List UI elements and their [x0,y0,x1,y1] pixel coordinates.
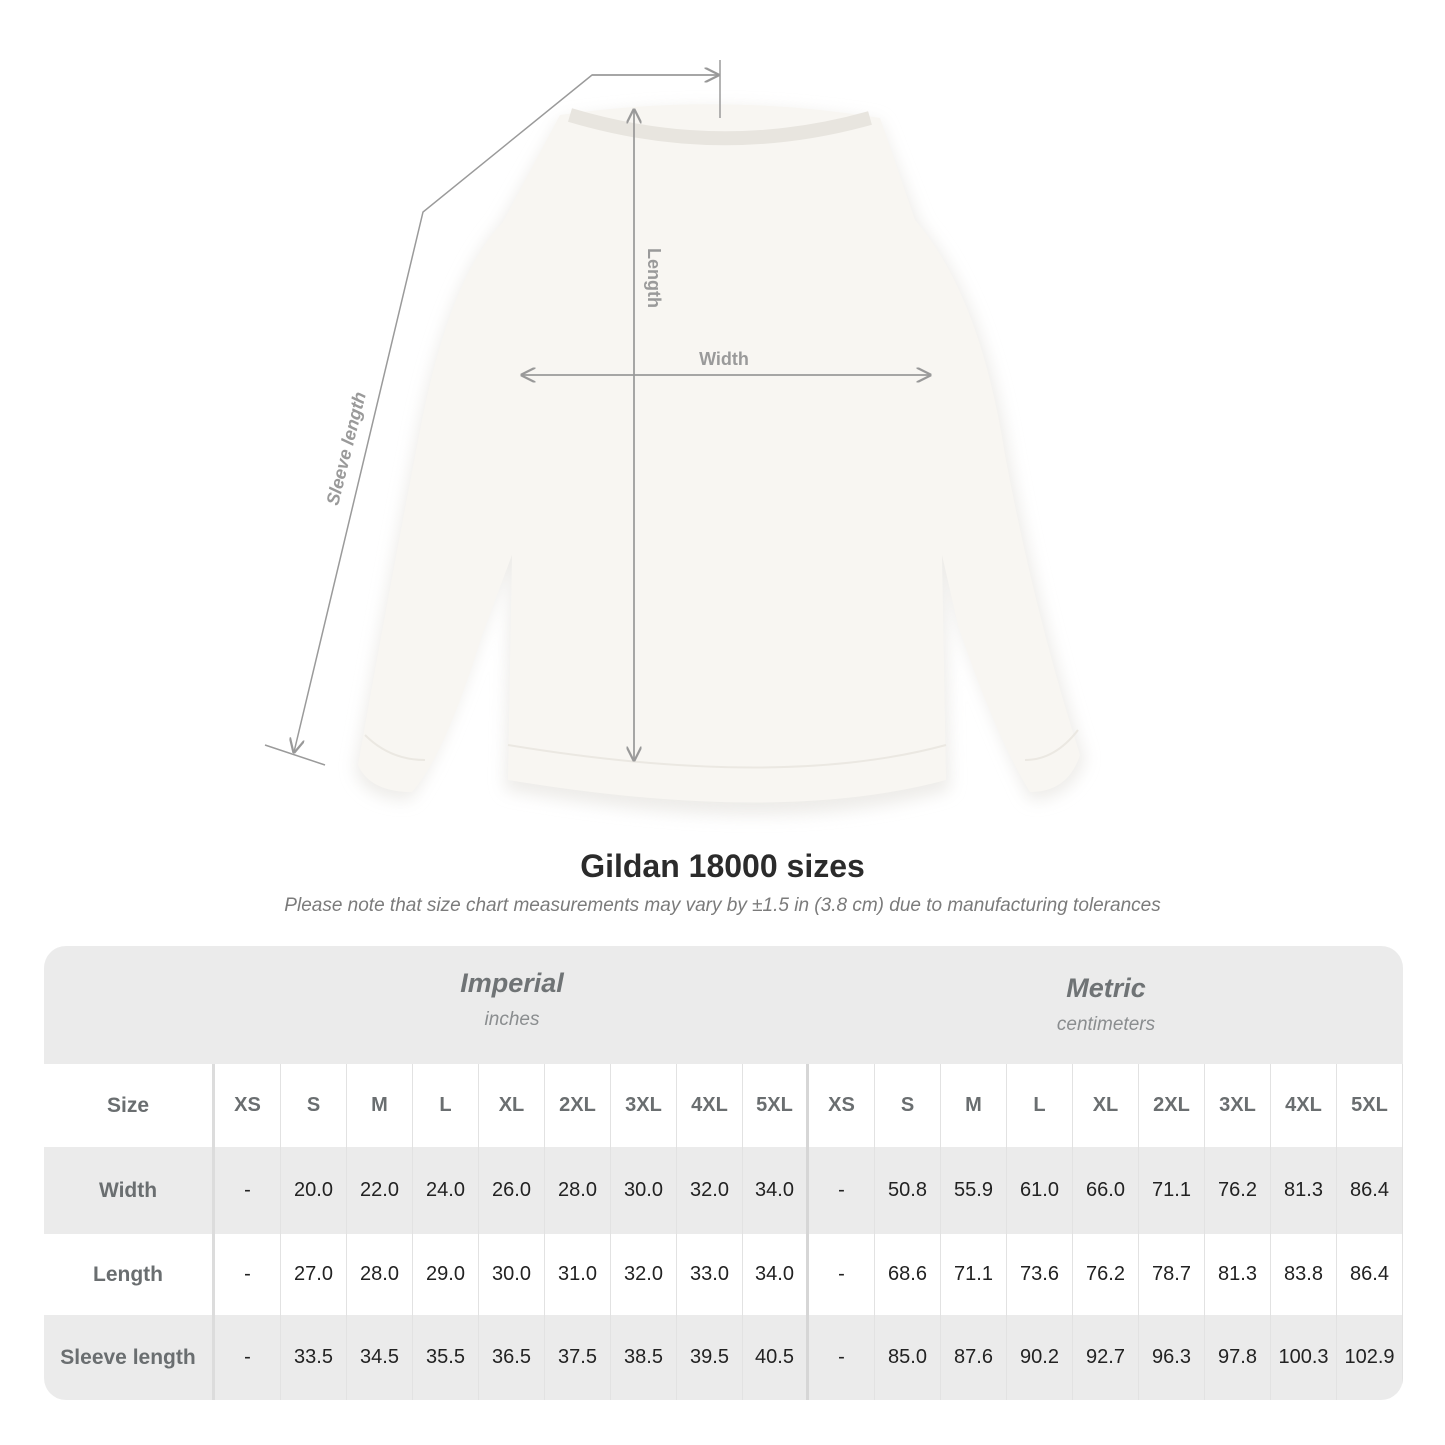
table-cell: 22.0 [347,1147,413,1234]
size-header-cell: S [875,1064,941,1147]
size-header-cell: 3XL [611,1064,677,1147]
size-header-cell: XS [809,1064,875,1147]
size-table: Imperial inches Metric centimeters Size X… [44,946,1403,1400]
table-row: Width -20.0 22.0 24.0 26.0 28.0 30.0 32.0 34.0-5… [44,1147,1403,1234]
table-cell: 86.4 [1337,1234,1403,1315]
metric-unit: centimeters [1056,1014,1156,1035]
table-row: Length -27.0 28.0 29.0 30.0 31.0 32.0 33.0 34.0-… [44,1234,1403,1315]
table-cell: 71.1 [941,1234,1007,1315]
table-cell: 29.0 [413,1234,479,1315]
imperial-unit: inches [484,1009,540,1030]
table-cell: 37.5 [545,1315,611,1400]
table-cell: 55.9 [941,1147,1007,1234]
table-cell: 26.0 [479,1147,545,1234]
size-header-cell: 4XL [1271,1064,1337,1147]
row-label: Width [44,1147,215,1234]
size-header-cell: 3XL [1205,1064,1271,1147]
table-cell: 90.2 [1007,1315,1073,1400]
table-cell: - [809,1315,875,1400]
table-cell: 40.5 [743,1315,809,1400]
table-cell: 92.7 [1073,1315,1139,1400]
table-cell: - [215,1147,281,1234]
tolerance-note: Please note that size chart measurements… [284,895,1161,916]
size-header-cell: M [941,1064,1007,1147]
table-cell: 81.3 [1205,1234,1271,1315]
size-header-cell: 2XL [1139,1064,1205,1147]
size-header-cell: 4XL [677,1064,743,1147]
sweatshirt-illustration: Width Length Sleeve length [264,60,1085,815]
table-cell: - [215,1234,281,1315]
table-cell: 27.0 [281,1234,347,1315]
row-label: Size [44,1064,215,1147]
size-header-cell: XS [215,1064,281,1147]
table-cell: 34.0 [743,1147,809,1234]
table-cell: 50.8 [875,1147,941,1234]
size-header-cell: 5XL [1337,1064,1403,1147]
table-cell: 39.5 [677,1315,743,1400]
table-cell: 20.0 [281,1147,347,1234]
table-cell: 34.5 [347,1315,413,1400]
table-cell: 28.0 [347,1234,413,1315]
sweatshirt [355,104,1085,815]
chart-title: Gildan 18000 sizes [580,848,865,884]
table-cell: 83.8 [1271,1234,1337,1315]
size-header-cell: 5XL [743,1064,809,1147]
row-label: Length [44,1234,215,1315]
table-cell: 38.5 [611,1315,677,1400]
size-header-cell: XL [479,1064,545,1147]
metric-title: Metric [1066,973,1146,1003]
table-cell: 102.9 [1337,1315,1403,1400]
table-cell: 30.0 [611,1147,677,1234]
size-header-row: Size XS S M L XL 2XL 3XL 4XL 5XL XS S M L XL 2XL 3XL 4XL 5… [44,1064,1403,1147]
table-cell: 71.1 [1139,1147,1205,1234]
table-cell: 35.5 [413,1315,479,1400]
table-cell: 33.0 [677,1234,743,1315]
table-cell: 97.8 [1205,1315,1271,1400]
metric-header: Metric centimeters [809,973,1403,1036]
table-cell: 76.2 [1205,1147,1271,1234]
table-cell: - [215,1315,281,1400]
table-cell: 30.0 [479,1234,545,1315]
table-cell: 36.5 [479,1315,545,1400]
imperial-title: Imperial [460,968,564,998]
size-header-cell: 2XL [545,1064,611,1147]
size-header-cell: L [1007,1064,1073,1147]
table-cell: 24.0 [413,1147,479,1234]
table-cell: 61.0 [1007,1147,1073,1234]
table-cell: 68.6 [875,1234,941,1315]
unit-header: Imperial inches Metric centimeters [44,946,1403,1064]
table-cell: - [809,1147,875,1234]
table-cell: 32.0 [611,1234,677,1315]
table-cell: 78.7 [1139,1234,1205,1315]
size-header-cell: M [347,1064,413,1147]
table-cell: - [809,1234,875,1315]
table-cell: 66.0 [1073,1147,1139,1234]
table-cell: 87.6 [941,1315,1007,1400]
size-header-cell: L [413,1064,479,1147]
table-row: Sleeve length -33.5 34.5 35.5 36.5 37.5 38.5 39… [44,1315,1403,1400]
table-cell: 100.3 [1271,1315,1337,1400]
table-cell: 86.4 [1337,1147,1403,1234]
width-label: Width [699,349,749,369]
table-cell: 76.2 [1073,1234,1139,1315]
length-label: Length [644,248,664,308]
table-cell: 34.0 [743,1234,809,1315]
size-header-cell: XL [1073,1064,1139,1147]
table-cell: 28.0 [545,1147,611,1234]
table-cell: 31.0 [545,1234,611,1315]
sleeve-length-label: Sleeve length [322,390,369,507]
table-cell: 73.6 [1007,1234,1073,1315]
table-cell: 32.0 [677,1147,743,1234]
table-cell: 81.3 [1271,1147,1337,1234]
measurement-lines [264,60,930,766]
table-cell: 96.3 [1139,1315,1205,1400]
row-label: Sleeve length [44,1315,215,1400]
table-cell: 85.0 [875,1315,941,1400]
table-cell: 33.5 [281,1315,347,1400]
size-header-cell: S [281,1064,347,1147]
imperial-header: Imperial inches [215,968,809,1031]
